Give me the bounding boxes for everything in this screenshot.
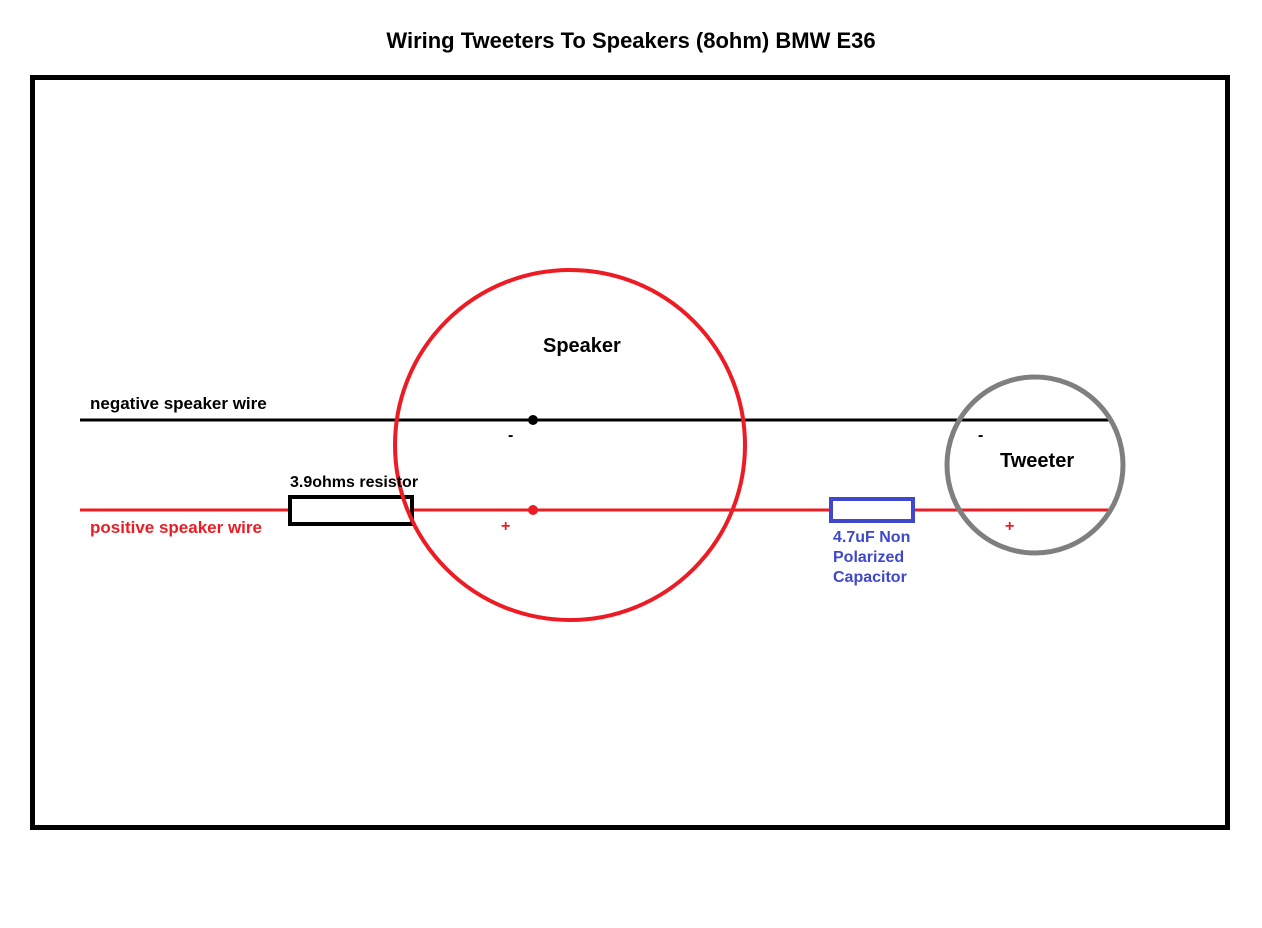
negative-wire-label: negative speaker wire [90, 394, 267, 414]
positive-wire-label: positive speaker wire [90, 518, 262, 538]
cap-line2: Polarized [833, 549, 904, 566]
speaker-label: Speaker [543, 335, 621, 358]
tweeter-neg-sign: - [978, 427, 983, 445]
resistor-label: 3.9ohms resistor [290, 474, 418, 492]
capacitor-label: 4.7uF Non Polarized Capacitor [833, 528, 910, 588]
speaker-neg-sign: - [508, 427, 513, 445]
tweeter-label: Tweeter [1000, 450, 1074, 473]
speaker-pos-sign: + [501, 518, 510, 536]
cap-line3: Capacitor [833, 569, 907, 586]
tweeter-pos-sign: + [1005, 518, 1014, 536]
cap-line1: 4.7uF Non [833, 529, 910, 546]
